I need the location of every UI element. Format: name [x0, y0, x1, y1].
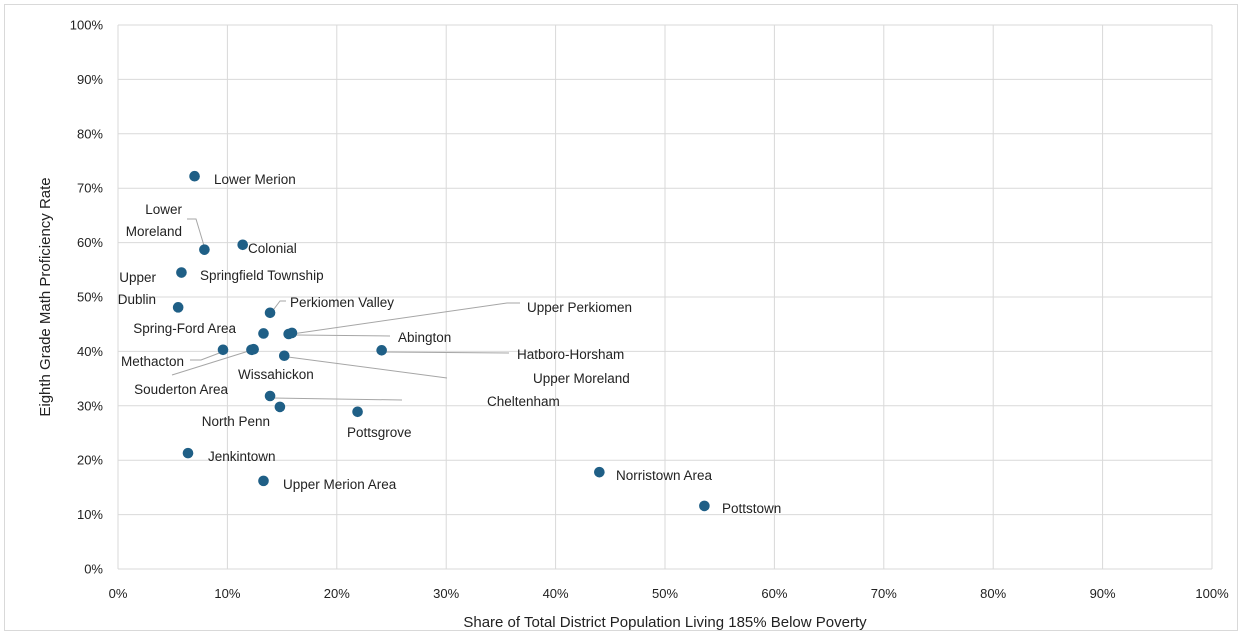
label-jenkintown: Jenkintown: [208, 449, 276, 464]
y-tick-label: 90%: [77, 72, 103, 87]
point-pottsgrove: [352, 406, 363, 418]
x-axis-title: Share of Total District Population Livin…: [463, 614, 867, 631]
data-points: [172, 170, 710, 512]
y-tick-label: 80%: [77, 126, 103, 141]
point-labels: Lower Merion Lower Moreland Colonial Springf…: [118, 172, 782, 516]
y-axis-ticks: 0% 10% 20% 30% 40% 50% 60% 70% 80% 90% 100%: [70, 18, 104, 577]
x-tick-label: 30%: [433, 586, 459, 601]
label-upper-perkiomen: Upper Perkiomen: [527, 300, 632, 315]
y-tick-label: 0%: [84, 562, 103, 577]
label-upper-moreland: Upper Moreland: [533, 371, 630, 386]
x-tick-label: 10%: [214, 586, 240, 601]
label-souderton-area: Souderton Area: [134, 382, 228, 397]
label-north-penn: North Penn: [202, 414, 270, 429]
point-pottstown: [699, 500, 710, 512]
label-norristown-area: Norristown Area: [616, 468, 713, 483]
point-lower-merion: [189, 170, 200, 182]
label-upper-merion-area: Upper Merion Area: [283, 477, 397, 492]
x-tick-label: 20%: [324, 586, 350, 601]
label-spring-ford-area: Spring-Ford Area: [133, 321, 236, 336]
label-upper-dublin: Upper Dublin: [118, 270, 157, 307]
point-perkiomen-valley: [264, 307, 276, 319]
leader-line-souderton-area: [171, 349, 253, 376]
y-tick-label: 70%: [77, 181, 103, 196]
point-springfield-township: [176, 267, 187, 278]
point-upper-merion-area: [258, 475, 269, 487]
label-methacton: Methacton: [121, 354, 184, 369]
point-upper-moreland: [278, 350, 290, 362]
label-lower-moreland: Lower Moreland: [126, 202, 183, 239]
leader-line-cheltenham: [271, 397, 403, 401]
x-tick-label: 0%: [109, 586, 128, 601]
leader-line-upper-perkiomen: [291, 302, 520, 335]
x-axis-ticks: 0% 10% 20% 30% 40% 50% 60% 70% 80% 90% 100%: [109, 586, 1229, 601]
x-tick-label: 60%: [761, 586, 787, 601]
label-pottsgrove: Pottsgrove: [347, 425, 412, 440]
point-methacton: [217, 344, 229, 356]
point-lower-moreland: [199, 244, 210, 255]
label-cheltenham: Cheltenham: [487, 394, 560, 409]
point-hatboro-horsham: [376, 345, 387, 356]
x-tick-label: 90%: [1090, 586, 1116, 601]
leader-line-methacton: [190, 351, 223, 361]
point-cheltenham: [264, 390, 276, 402]
y-tick-label: 60%: [77, 235, 103, 250]
leader-line-lower-moreland: [187, 218, 206, 250]
x-tick-label: 100%: [1195, 586, 1229, 601]
point-norristown-area: [594, 466, 605, 478]
point-spring-ford-area: [258, 328, 269, 339]
label-springfield-township: Springfield Township: [200, 268, 324, 283]
y-tick-label: 10%: [77, 507, 103, 522]
y-axis-title: Eighth Grade Math Proficiency Rate: [37, 177, 54, 416]
y-tick-label: 50%: [77, 290, 103, 305]
y-tick-label: 40%: [77, 344, 103, 359]
leader-lines: [171, 218, 520, 401]
x-tick-label: 50%: [652, 586, 678, 601]
point-wissahickon: [248, 343, 259, 355]
leader-line-upper-moreland: [287, 356, 448, 379]
x-tick-label: 40%: [543, 586, 569, 601]
label-abington: Abington: [398, 330, 451, 345]
point-jenkintown: [182, 447, 194, 459]
label-lower-merion: Lower Merion: [214, 172, 296, 187]
point-north-penn: [274, 401, 286, 413]
leader-line-hatboro-horsham: [381, 351, 510, 354]
label-perkiomen-valley: Perkiomen Valley: [290, 295, 394, 310]
gridlines: [117, 24, 1213, 570]
label-hatboro-horsham: Hatboro-Horsham: [517, 347, 624, 362]
leader-line-abington: [295, 334, 391, 337]
chart-frame: [4, 4, 1238, 631]
point-colonial: [237, 239, 249, 251]
x-tick-label: 80%: [980, 586, 1006, 601]
leader-line-perkiomen-valley: [270, 300, 286, 314]
y-tick-label: 30%: [77, 398, 103, 413]
point-abington: [286, 327, 298, 339]
label-wissahickon: Wissahickon: [238, 367, 314, 382]
point-upper-dublin: [172, 302, 184, 313]
y-tick-label: 100%: [70, 18, 104, 33]
label-colonial: Colonial: [248, 241, 297, 256]
x-tick-label: 70%: [871, 586, 897, 601]
y-tick-label: 20%: [77, 453, 103, 468]
label-pottstown: Pottstown: [722, 501, 781, 516]
